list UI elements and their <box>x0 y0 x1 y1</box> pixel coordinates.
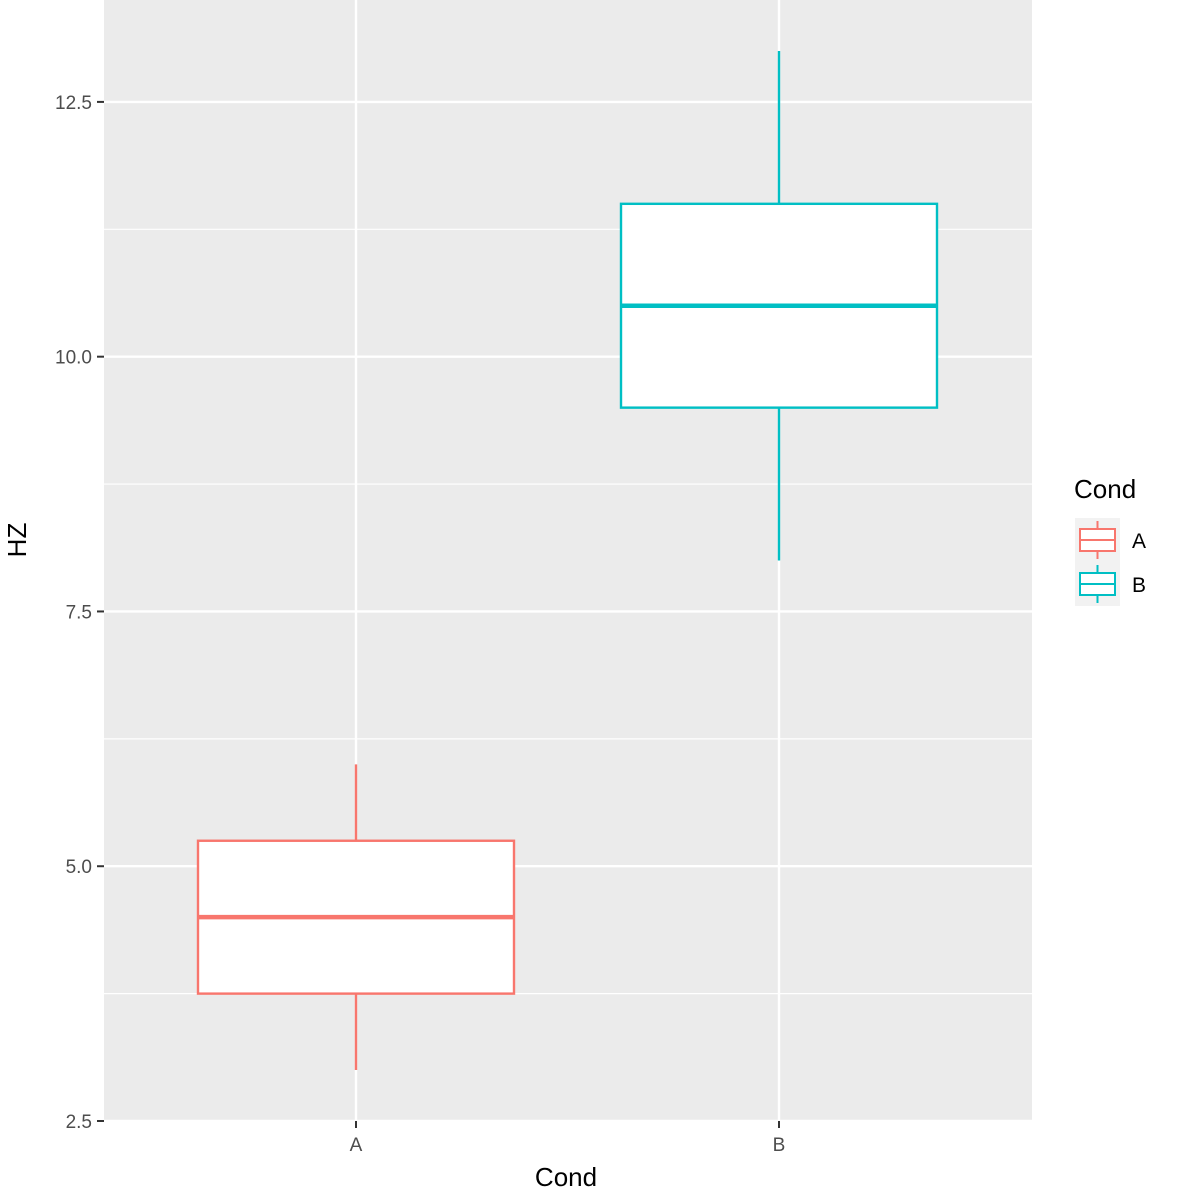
y-tick-label: 7.5 <box>66 602 92 623</box>
box-a <box>196 764 516 1071</box>
x-tick-label: B <box>773 1135 786 1156</box>
x-tick-label: A <box>350 1135 363 1156</box>
y-axis: 2.5 5.0 7.5 10.0 12.5 <box>55 93 104 1133</box>
y-tick-label: 5.0 <box>66 857 92 878</box>
legend-label: B <box>1132 574 1146 597</box>
legend-label: A <box>1132 530 1146 553</box>
legend-title: Cond <box>1074 474 1136 504</box>
y-axis-title: HZ <box>2 523 32 558</box>
boxes <box>196 50 939 1071</box>
legend-key-a: A <box>1075 518 1146 562</box>
legend: Cond AB <box>1074 474 1146 606</box>
y-tick-label: 2.5 <box>66 1112 92 1133</box>
x-axis-title: Cond <box>535 1162 597 1192</box>
legend-key-b: B <box>1075 562 1146 606</box>
y-tick-label: 10.0 <box>55 348 92 369</box>
box-b <box>619 50 939 561</box>
y-tick-label: 12.5 <box>55 93 92 114</box>
